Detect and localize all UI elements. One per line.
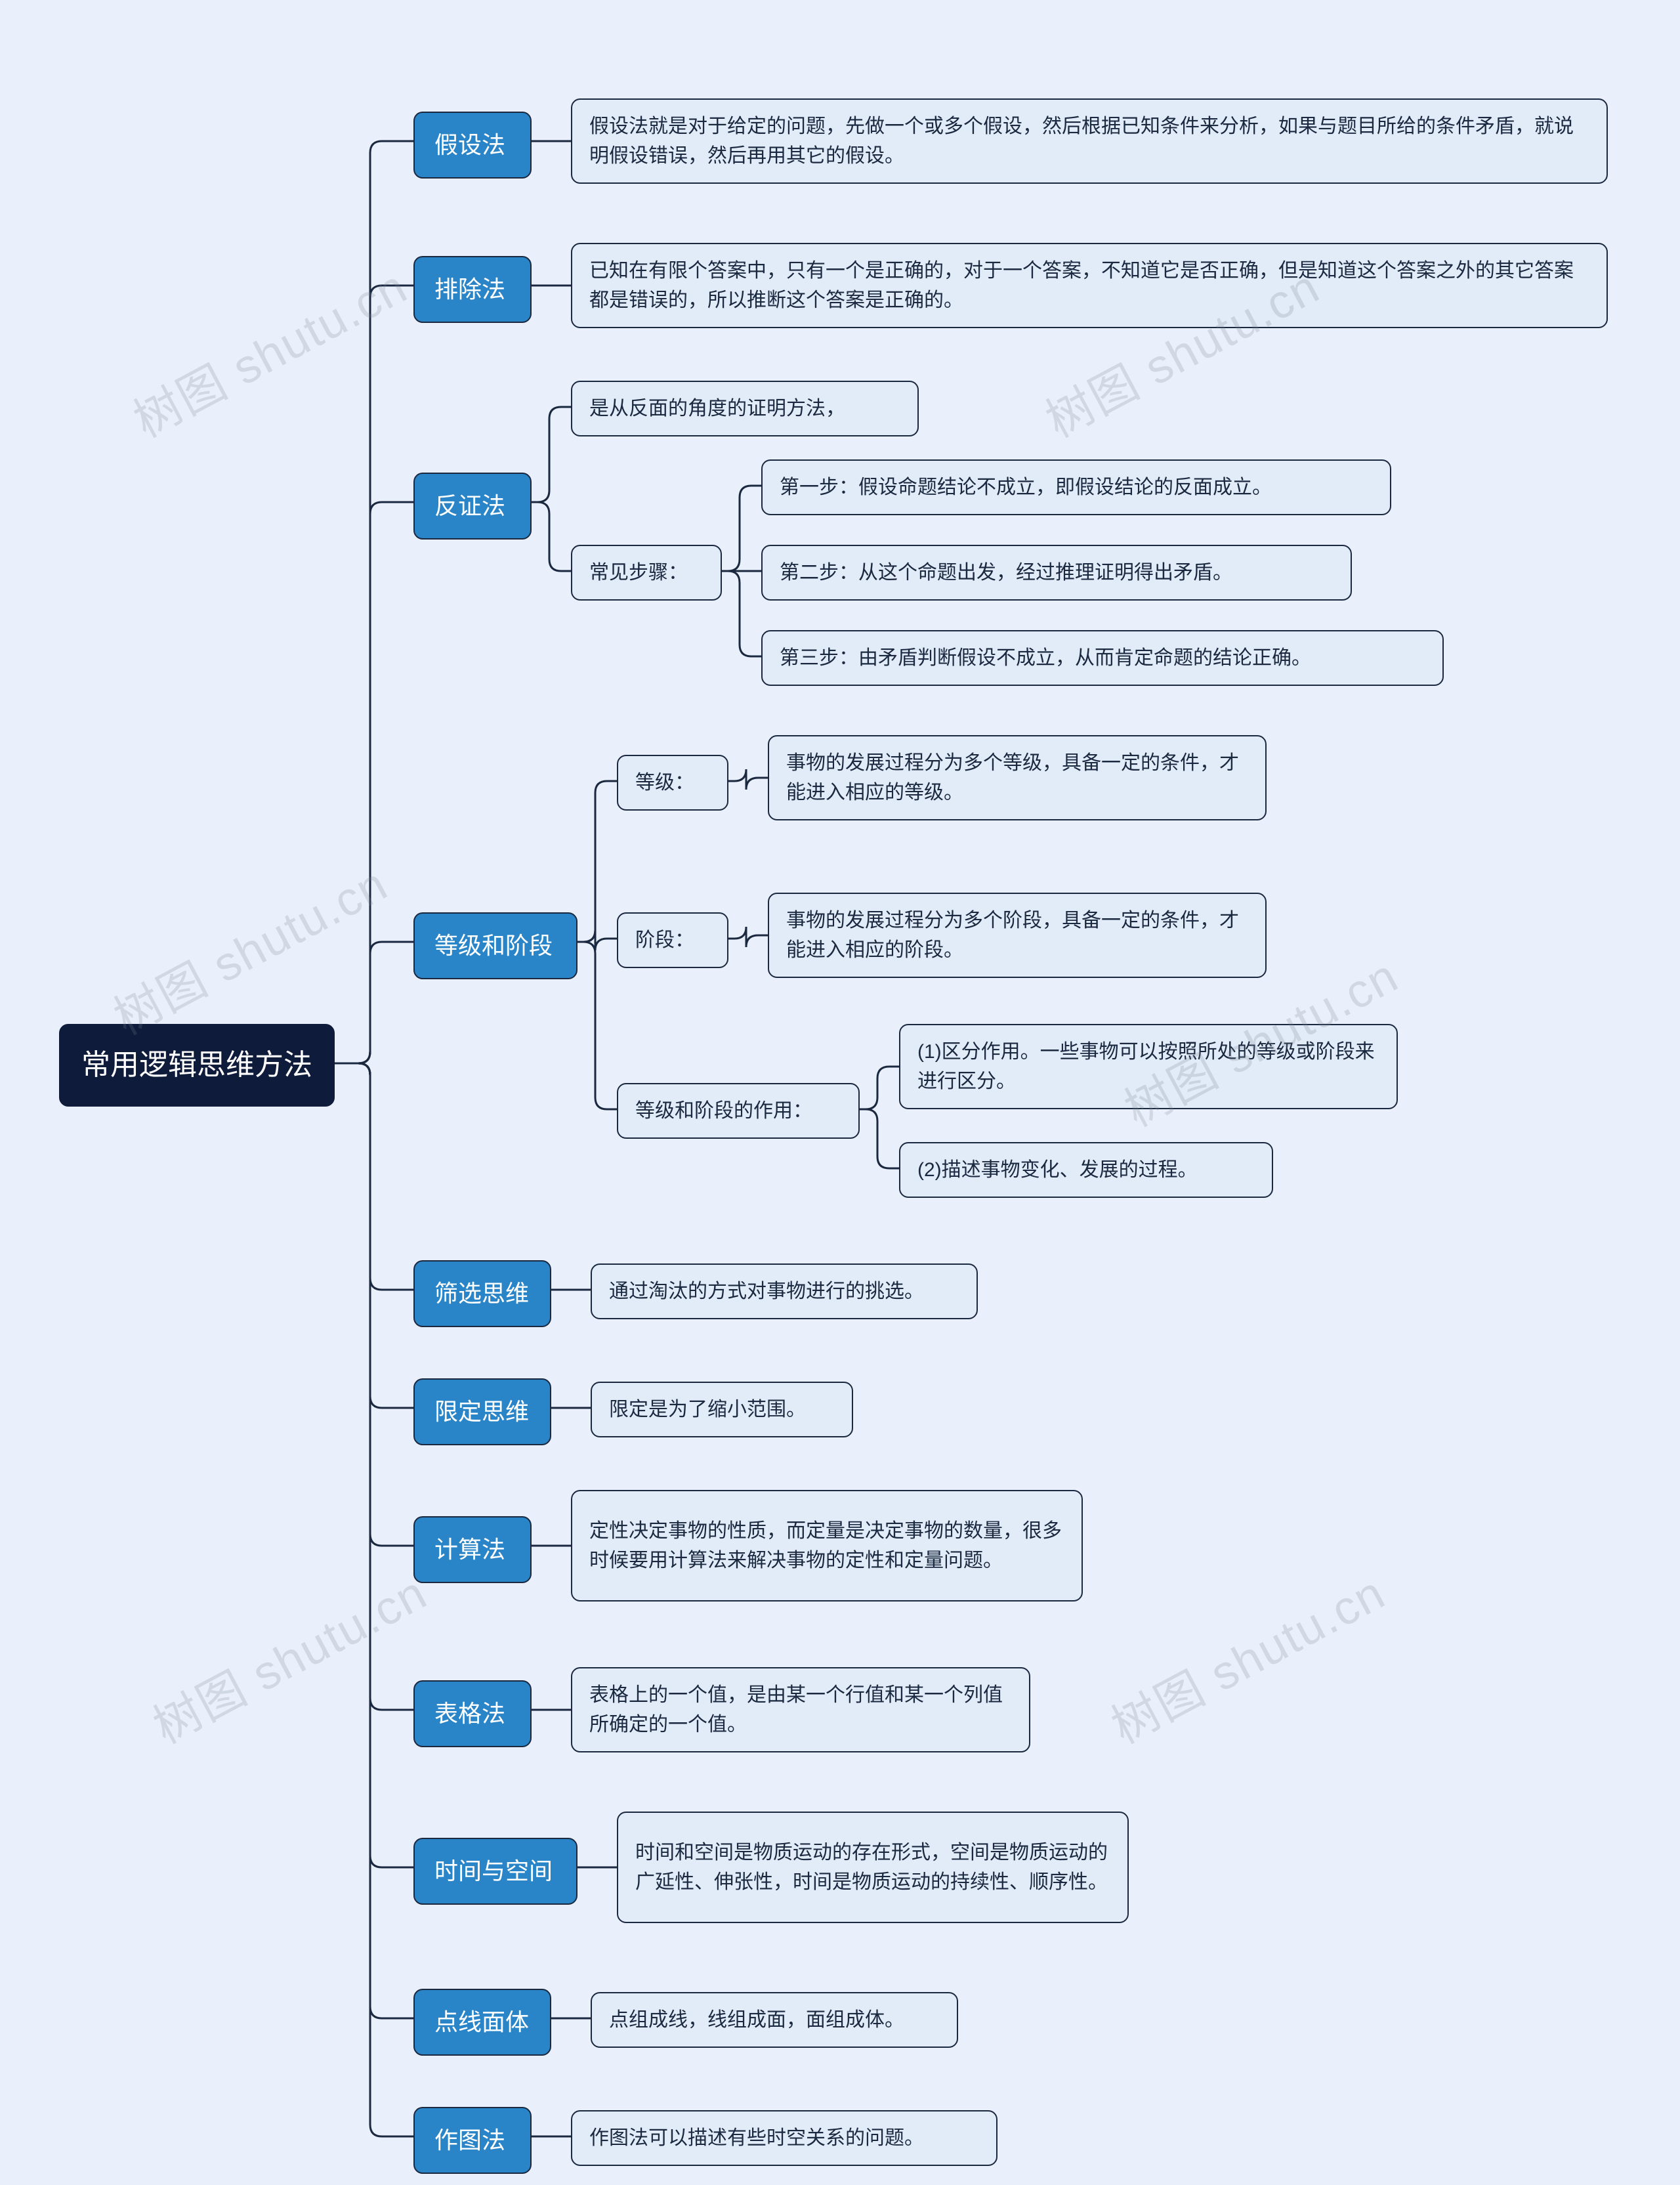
branch-b11: 作图法 xyxy=(413,2107,532,2174)
watermark: 树图 shutu.cn xyxy=(1097,1555,1395,1757)
leaf-b4c3b: (2)描述事物变化、发展的过程。 xyxy=(899,1142,1273,1198)
leaf-b11c1: 作图法可以描述有些时空关系的问题。 xyxy=(571,2110,998,2166)
branch-b4: 等级和阶段 xyxy=(413,912,578,979)
leaf-b3c2a: 第一步：假设命题结论不成立，即假设结论的反面成立。 xyxy=(761,459,1391,515)
leaf-b4c2a: 事物的发展过程分为多个阶段，具备一定的条件，才能进入相应的阶段。 xyxy=(768,893,1267,978)
watermark: 树图 shutu.cn xyxy=(100,846,398,1048)
leaf-b4c1a: 事物的发展过程分为多个等级，具备一定的条件，才能进入相应的等级。 xyxy=(768,735,1267,820)
branch-b3: 反证法 xyxy=(413,473,532,540)
leaf-b2c1: 已知在有限个答案中，只有一个是正确的，对于一个答案，不知道它是否正确，但是知道这… xyxy=(571,243,1608,328)
leaf-b8c1: 表格上的一个值，是由某一个行值和某一个列值所确定的一个值。 xyxy=(571,1667,1030,1752)
leaf-b3c2c: 第三步：由矛盾判断假设不成立，从而肯定命题的结论正确。 xyxy=(761,630,1444,686)
branch-b8: 表格法 xyxy=(413,1680,532,1747)
branch-b7: 计算法 xyxy=(413,1516,532,1583)
leaf-b9c1: 时间和空间是物质运动的存在形式，空间是物质运动的广延性、伸张性，时间是物质运动的… xyxy=(617,1812,1129,1923)
branch-b9: 时间与空间 xyxy=(413,1838,578,1905)
leaf-b4c1: 等级： xyxy=(617,755,728,811)
leaf-b4c2: 阶段： xyxy=(617,912,728,968)
branch-b6: 限定思维 xyxy=(413,1378,551,1445)
branch-b1: 假设法 xyxy=(413,112,532,179)
leaf-b4c3: 等级和阶段的作用： xyxy=(617,1083,860,1139)
leaf-b3c2: 常见步骤： xyxy=(571,545,722,601)
leaf-b7c1: 定性决定事物的性质，而定量是决定事物的数量，很多时候要用计算法来解决事物的定性和… xyxy=(571,1490,1083,1602)
branch-b5: 筛选思维 xyxy=(413,1260,551,1327)
leaf-b3c2b: 第二步：从这个命题出发，经过推理证明得出矛盾。 xyxy=(761,545,1352,601)
watermark: 树图 shutu.cn xyxy=(139,1555,437,1757)
leaf-b10c1: 点组成线，线组成面，面组成体。 xyxy=(591,1992,958,2048)
branch-b10: 点线面体 xyxy=(413,1989,551,2056)
leaf-b4c3a: (1)区分作用。一些事物可以按照所处的等级或阶段来进行区分。 xyxy=(899,1024,1398,1109)
leaf-b5c1: 通过淘汰的方式对事物进行的挑选。 xyxy=(591,1263,978,1319)
leaf-b3c1: 是从反面的角度的证明方法， xyxy=(571,381,919,436)
watermark: 树图 shutu.cn xyxy=(119,249,417,451)
leaf-b1c1: 假设法就是对于给定的问题，先做一个或多个假设，然后根据已知条件来分析，如果与题目… xyxy=(571,98,1608,184)
root-node: 常用逻辑思维方法 xyxy=(59,1024,335,1107)
branch-b2: 排除法 xyxy=(413,256,532,323)
leaf-b6c1: 限定是为了缩小范围。 xyxy=(591,1382,853,1437)
